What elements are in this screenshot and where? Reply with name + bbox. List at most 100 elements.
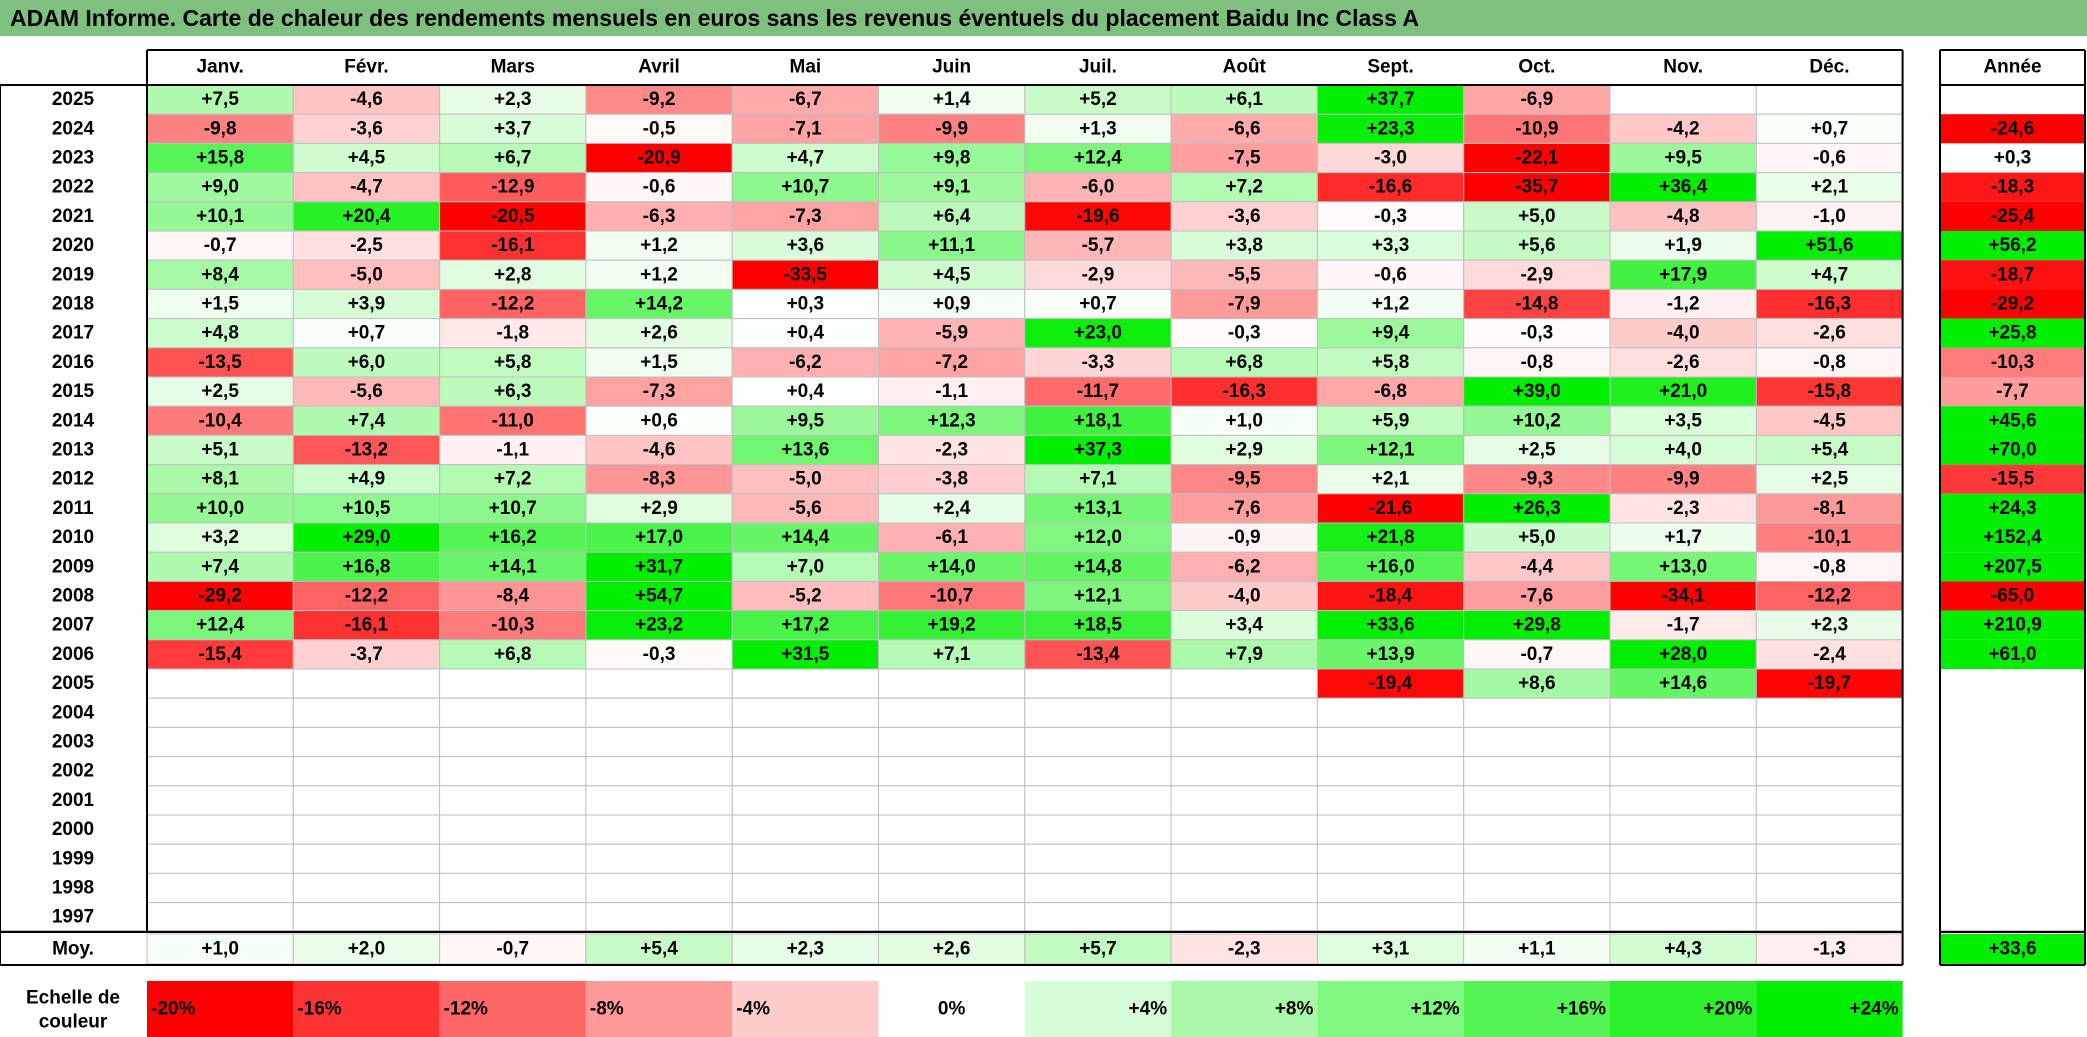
cell-value: -10,9: [1515, 118, 1558, 139]
cell-value: -4,5: [1813, 410, 1846, 431]
heatmap-cell: [1463, 405, 1611, 436]
cell-value: +7,0: [787, 556, 825, 577]
cell-value: +9,0: [201, 177, 239, 198]
heatmap-cell: [1024, 814, 1172, 845]
heatmap-cell: [1609, 785, 1757, 816]
cell-value: +31,5: [781, 644, 830, 665]
cell-value: -21,6: [1369, 498, 1412, 519]
heatmap-cell: [585, 259, 733, 290]
cell-value: -12,9: [491, 177, 534, 198]
heatmap-cell: [878, 785, 1026, 816]
cell-value: +12,4: [1074, 148, 1123, 169]
year-label: 1997: [52, 907, 94, 928]
average-value: -0,7: [496, 939, 529, 960]
year-label: 2017: [52, 323, 94, 344]
cell-value: -16,3: [1808, 294, 1851, 315]
heatmap-cell: [1024, 872, 1172, 904]
heatmap-cell: [439, 551, 587, 582]
heatmap-cell: [1170, 113, 1318, 144]
month-header: Juil.: [1079, 57, 1117, 78]
cell-value: -10,3: [491, 615, 534, 636]
cell-value: -9,5: [1228, 469, 1261, 490]
cell-value: -16,1: [345, 615, 389, 636]
scale-label-value: +8%: [1275, 999, 1314, 1020]
heatmap-cell: [1170, 230, 1318, 261]
heatmap-cell: [439, 172, 587, 203]
heatmap-cell: [731, 376, 880, 407]
cell-value: +5,1: [201, 440, 239, 461]
cell-value: +16,2: [489, 527, 537, 548]
heatmap-cell: [1609, 872, 1757, 904]
scale-label-value: -16%: [297, 999, 341, 1020]
cell-value: +5,4: [1811, 440, 1849, 461]
cell-value: +10,0: [196, 498, 244, 519]
heatmap-cell: [585, 464, 733, 495]
cell-value: +3,5: [1664, 410, 1702, 431]
heatmap-cell: [878, 726, 1026, 758]
heatmap-cell: [292, 814, 441, 845]
cell-value: +3,2: [201, 527, 239, 548]
cell-value: +9,5: [1664, 148, 1702, 169]
heatmap-cell: [1170, 551, 1318, 582]
heatmap-cell: [585, 551, 733, 582]
cell-value: +54,7: [635, 586, 683, 607]
heatmap-cell: [878, 639, 1026, 670]
heatmap-cell: [731, 668, 880, 699]
cell-value: -9,2: [643, 89, 676, 110]
annual-value: -25,4: [1991, 206, 2035, 227]
cell-value: -10,7: [930, 586, 973, 607]
cell-value: -2,9: [1082, 264, 1115, 285]
cell-value: -7,3: [789, 206, 822, 227]
heatmap-cell: [1609, 464, 1757, 495]
heatmap-cell: [146, 726, 294, 758]
heatmap-cell: [1170, 902, 1318, 933]
scale-label-value: 0%: [938, 999, 966, 1020]
cell-value: -19,4: [1369, 673, 1413, 694]
cell-value: -7,1: [789, 118, 822, 139]
heatmap-cell: [731, 872, 880, 904]
year-label: 2023: [52, 148, 94, 169]
average-value: +5,7: [1079, 939, 1117, 960]
annual-cell: [1940, 552, 2085, 582]
cell-value: +5,6: [1518, 235, 1556, 256]
cell-value: -2,6: [1667, 352, 1700, 373]
heatmap-cell: [1463, 785, 1611, 816]
year-label: 2011: [52, 498, 94, 519]
cell-value: +12,1: [1367, 440, 1416, 461]
heatmap-cell: [585, 697, 733, 728]
heatmap-cell: [292, 230, 441, 261]
heatmap-cell: [878, 84, 1026, 115]
heatmap-cell: [439, 464, 587, 495]
heatmap-cell: [1316, 726, 1465, 758]
cell-value: +21,0: [1659, 381, 1707, 402]
heatmap-cell: [1170, 872, 1318, 904]
cell-value: -18,4: [1369, 586, 1413, 607]
annual-cell: [1940, 85, 2085, 115]
cell-value: -0,5: [643, 118, 676, 139]
annual-cell: [1940, 406, 2085, 436]
heatmap-cell: [1609, 376, 1757, 407]
average-annual-value: +33,6: [1988, 939, 2036, 960]
cell-value: -9,9: [1667, 469, 1700, 490]
heatmap-cell: [146, 668, 294, 699]
heatmap-cell: [878, 522, 1026, 553]
scale-label-value: -20%: [151, 999, 195, 1020]
cell-value: +2,4: [933, 498, 971, 519]
heatmap-cell: [439, 347, 587, 378]
annual-cell: [1940, 844, 2085, 874]
heatmap-cell: [1609, 230, 1757, 261]
average-value: +3,1: [1372, 939, 1410, 960]
cell-value: +15,8: [196, 148, 244, 169]
cell-value: -7,2: [935, 352, 968, 373]
cell-value: +2,5: [1811, 469, 1849, 490]
year-label: 2005: [52, 673, 95, 694]
cell-value: -15,8: [1808, 381, 1851, 402]
cell-value: +33,6: [1367, 615, 1415, 636]
heatmap-cell: [439, 726, 587, 758]
heatmap-cell: [146, 814, 294, 845]
annual-cell: [1940, 523, 2085, 553]
heatmap-cell: [731, 551, 880, 582]
heatmap-cell: [1755, 434, 1904, 466]
cell-value: -4,4: [1520, 556, 1553, 577]
cell-value: -12,2: [1808, 586, 1851, 607]
